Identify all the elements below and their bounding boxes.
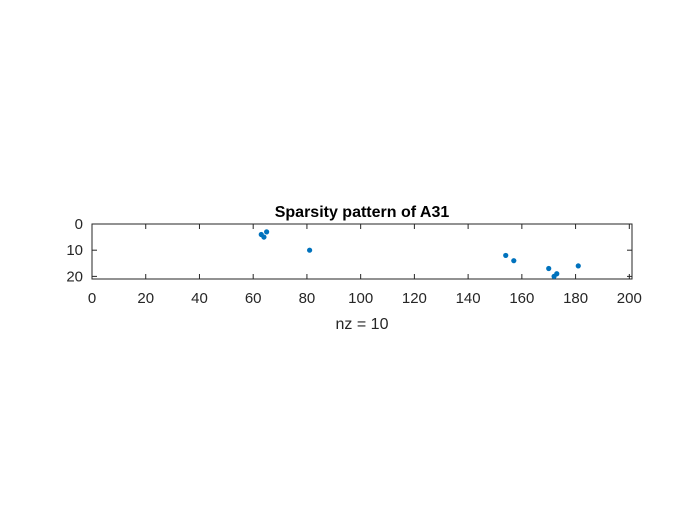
x-tick-label: 180 xyxy=(563,290,588,307)
x-tick-label: 80 xyxy=(299,290,316,307)
x-axis-label: nz = 10 xyxy=(336,316,389,333)
x-tick-label: 60 xyxy=(245,290,262,307)
data-points xyxy=(258,229,581,279)
data-point xyxy=(503,252,509,259)
data-point xyxy=(511,258,517,264)
axes-box xyxy=(91,223,633,280)
x-tick-label: 20 xyxy=(137,290,154,307)
x-tick-label: 140 xyxy=(456,290,481,307)
data-point xyxy=(546,265,552,272)
x-axis: 0 20 40 60 80 100 120 140 160 180 200 xyxy=(88,224,642,307)
plot-area: 0 20 40 60 80 100 120 140 160 180 200 0 10 20 xyxy=(66,216,642,307)
x-tick-label: 40 xyxy=(191,290,208,307)
y-tick-label: 20 xyxy=(66,268,83,285)
x-tick-label: 100 xyxy=(348,290,373,307)
x-tick-label: 0 xyxy=(88,290,96,307)
y-axis: 0 10 20 xyxy=(66,216,632,285)
chart-title: Sparsity pattern of A31 xyxy=(275,204,450,221)
y-tick-label: 10 xyxy=(66,242,83,259)
x-tick-label: 160 xyxy=(509,290,534,307)
data-point xyxy=(261,234,267,240)
data-point xyxy=(575,263,581,269)
x-tick-label: 200 xyxy=(617,290,642,307)
data-point xyxy=(307,247,313,253)
data-point xyxy=(554,271,560,277)
x-tick-label: 120 xyxy=(402,290,427,307)
y-tick-label: 0 xyxy=(75,216,83,233)
data-point xyxy=(264,229,270,235)
